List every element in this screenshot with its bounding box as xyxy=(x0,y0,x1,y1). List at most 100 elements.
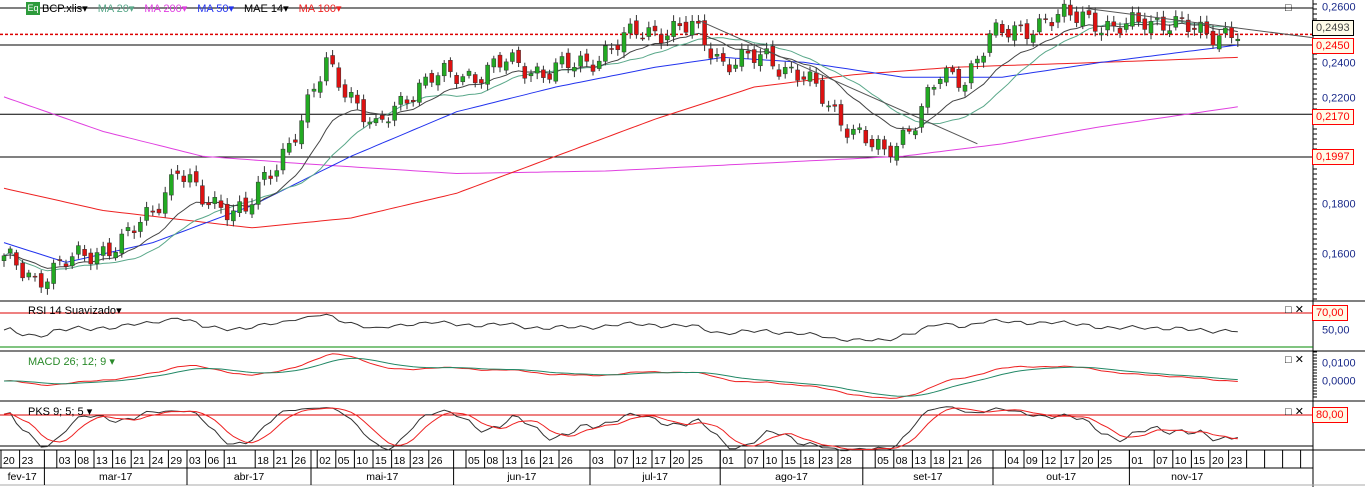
candle-body xyxy=(739,49,745,67)
candle-body xyxy=(522,66,528,79)
pks-pane-title[interactable]: PKS 9; 5; 5 ▾ xyxy=(28,406,93,418)
month-label: mar-17 xyxy=(99,471,133,483)
legend-ma200[interactable]: MA 200▾ xyxy=(144,3,188,15)
date-label: 05 xyxy=(877,455,889,467)
candle-body xyxy=(919,106,924,128)
legend-label: MAE 14 xyxy=(243,3,284,15)
candle-body xyxy=(882,139,887,150)
candle-body xyxy=(714,54,720,57)
candle-body xyxy=(677,23,683,27)
candle-body xyxy=(1204,21,1210,34)
rsi-tick: 50,00 xyxy=(1322,324,1350,337)
candle-body xyxy=(1074,11,1079,23)
candle-body xyxy=(503,61,509,71)
legend-label: MA 200 xyxy=(144,3,182,15)
candle-body xyxy=(38,273,44,288)
candle-body xyxy=(212,197,218,204)
ma50-line xyxy=(3,44,1238,263)
candle-body xyxy=(330,55,335,65)
date-label: 05 xyxy=(337,455,350,467)
candle-body xyxy=(386,121,391,124)
maximize-pane-icon[interactable]: □ ✕ xyxy=(1285,304,1304,316)
date-label: 26 xyxy=(430,455,443,467)
candle-body xyxy=(336,67,342,88)
maximize-pane-icon[interactable]: □ xyxy=(1285,2,1292,14)
candle-body xyxy=(751,49,757,63)
month-label: jul-17 xyxy=(642,471,668,483)
date-label: 23 xyxy=(21,455,34,467)
date-label: 18 xyxy=(257,455,269,467)
rsi-title-label: RSI 14 Suavizado xyxy=(28,305,117,317)
legend-ma20[interactable]: MA 20▾ xyxy=(97,3,135,15)
close-pane-icon[interactable]: □ ✕ xyxy=(1285,354,1304,366)
candle-body xyxy=(1105,20,1110,31)
candle-body xyxy=(32,275,38,278)
candle-body xyxy=(801,76,807,80)
candle-body xyxy=(45,281,50,289)
candle-body xyxy=(82,249,87,256)
candle-body xyxy=(553,62,559,82)
date-label: 03 xyxy=(58,455,71,467)
candle-body xyxy=(888,145,893,158)
candle-body xyxy=(528,73,534,77)
date-label: 25 xyxy=(1100,455,1113,467)
candle-body xyxy=(733,64,738,69)
date-label: 03 xyxy=(592,455,604,467)
date-label: 23 xyxy=(412,455,424,467)
candle-body xyxy=(460,76,466,83)
legend-ma50[interactable]: MA 50▾ xyxy=(197,3,234,15)
candle-body xyxy=(689,20,695,36)
candle-body xyxy=(987,33,993,53)
rsi-level-badge: 70,00 xyxy=(1312,305,1348,321)
candle-body xyxy=(956,69,962,88)
date-label: 26 xyxy=(294,455,307,467)
date-label: 08 xyxy=(486,455,499,467)
candle-body xyxy=(1018,24,1024,27)
candle-body xyxy=(131,230,137,234)
candle-body xyxy=(392,105,397,121)
date-label: 20 xyxy=(3,455,15,467)
macd-signal-line xyxy=(3,357,1238,397)
legend-mae14[interactable]: MAE 14▾ xyxy=(243,3,289,15)
legend-ma100[interactable]: MA 100▾ xyxy=(298,3,342,15)
candle-body xyxy=(875,138,881,150)
date-label: 08 xyxy=(77,455,90,467)
candle-body xyxy=(1006,28,1011,38)
candle-body xyxy=(646,27,652,37)
macd-pane-title[interactable]: MACD 26; 12; 9 ▾ xyxy=(28,356,115,368)
candle-body xyxy=(925,87,931,108)
candle-body xyxy=(1055,14,1061,23)
rsi-pane-title[interactable]: RSI 14 Suavizado▾ xyxy=(28,305,122,317)
close-pane-icon[interactable]: □ ✕ xyxy=(1285,406,1304,418)
date-label: 15 xyxy=(1193,455,1206,467)
candle-body xyxy=(274,170,280,177)
date-label: 20 xyxy=(672,455,685,467)
date-label: 12 xyxy=(635,455,648,467)
month-label: abr-17 xyxy=(233,471,265,483)
candle-body xyxy=(237,201,242,213)
date-label: 10 xyxy=(1174,455,1187,467)
date-label: 04 xyxy=(1007,455,1020,467)
legend-symbol[interactable]: BCP.xlis▾ xyxy=(42,3,88,15)
candle-body xyxy=(20,262,25,279)
legend-label: MA 20 xyxy=(97,3,129,15)
date-label: 24 xyxy=(151,455,164,467)
candle-body xyxy=(348,92,354,98)
date-label: 13 xyxy=(914,455,927,467)
candle-body xyxy=(113,252,118,259)
candle-body xyxy=(243,197,249,212)
candle-body xyxy=(727,64,732,73)
macd-tick: 0,0100 xyxy=(1322,357,1356,370)
candle-body xyxy=(1037,18,1042,33)
candle-body xyxy=(138,221,143,232)
date-label: 08 xyxy=(895,455,908,467)
candle-body xyxy=(993,22,999,36)
candle-body xyxy=(1030,34,1036,43)
candle-body xyxy=(181,175,187,182)
date-label: 23 xyxy=(821,455,834,467)
candle-body xyxy=(119,233,125,254)
candle-body xyxy=(658,34,664,44)
candle-body xyxy=(317,81,323,93)
